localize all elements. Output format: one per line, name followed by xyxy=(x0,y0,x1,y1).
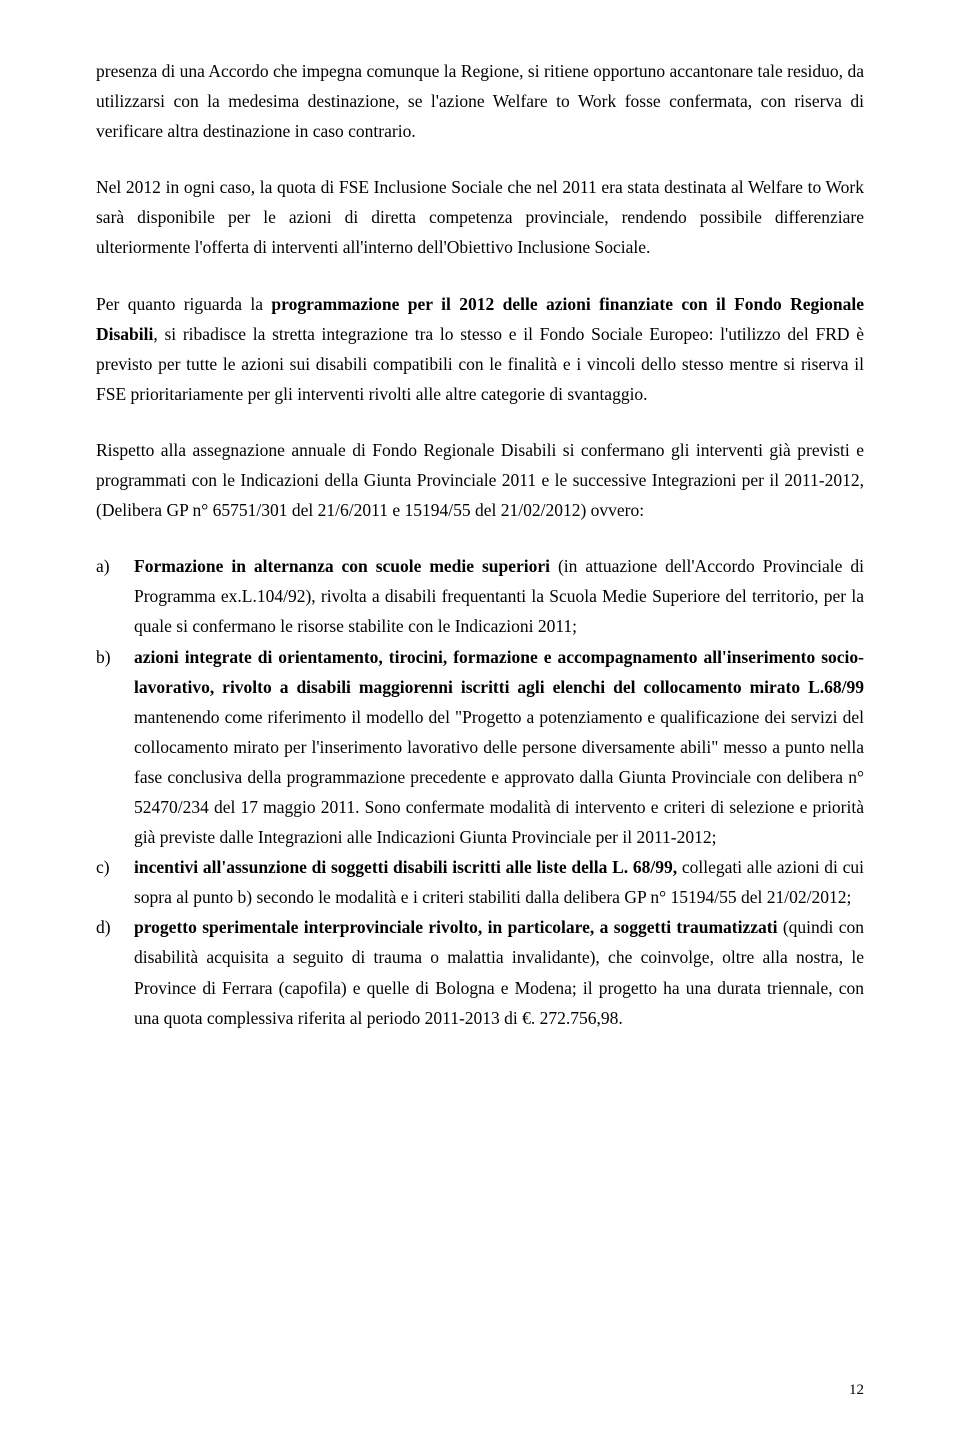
paragraph-4: Rispetto alla assegnazione annuale di Fo… xyxy=(96,435,864,525)
paragraph-1-text: presenza di una Accordo che impegna comu… xyxy=(96,61,864,141)
ordered-list: a) Formazione in alternanza con scuole m… xyxy=(96,551,864,1033)
list-body-a: Formazione in alternanza con scuole medi… xyxy=(134,551,864,641)
list-marker-d: d) xyxy=(96,912,134,1032)
paragraph-1: presenza di una Accordo che impegna comu… xyxy=(96,56,864,146)
list-b-bold: azioni integrate di orientamento, tiroci… xyxy=(134,647,864,697)
list-item-d: d) progetto sperimentale interprovincial… xyxy=(96,912,864,1032)
list-body-b: azioni integrate di orientamento, tiroci… xyxy=(134,642,864,853)
paragraph-2: Nel 2012 in ogni caso, la quota di FSE I… xyxy=(96,172,864,262)
paragraph-4-text: Rispetto alla assegnazione annuale di Fo… xyxy=(96,440,864,520)
list-b-rest: mantenendo come riferimento il modello d… xyxy=(134,707,864,847)
document-page: presenza di una Accordo che impegna comu… xyxy=(0,0,960,1442)
list-marker-c: c) xyxy=(96,852,134,912)
list-marker-b: b) xyxy=(96,642,134,853)
paragraph-3-pre: Per quanto riguarda la xyxy=(96,294,271,314)
list-marker-a: a) xyxy=(96,551,134,641)
list-a-bold: Formazione in alternanza con scuole medi… xyxy=(134,556,550,576)
list-body-d: progetto sperimentale interprovinciale r… xyxy=(134,912,864,1032)
paragraph-3-post: , si ribadisce la stretta integrazione t… xyxy=(96,324,864,404)
paragraph-3: Per quanto riguarda la programmazione pe… xyxy=(96,289,864,409)
list-item-a: a) Formazione in alternanza con scuole m… xyxy=(96,551,864,641)
list-item-b: b) azioni integrate di orientamento, tir… xyxy=(96,642,864,853)
paragraph-2-text: Nel 2012 in ogni caso, la quota di FSE I… xyxy=(96,177,864,257)
list-body-c: incentivi all'assunzione di soggetti dis… xyxy=(134,852,864,912)
list-c-bold: incentivi all'assunzione di soggetti dis… xyxy=(134,857,677,877)
list-d-bold: progetto sperimentale interprovinciale r… xyxy=(134,917,777,937)
list-item-c: c) incentivi all'assunzione di soggetti … xyxy=(96,852,864,912)
page-number: 12 xyxy=(849,1378,864,1404)
